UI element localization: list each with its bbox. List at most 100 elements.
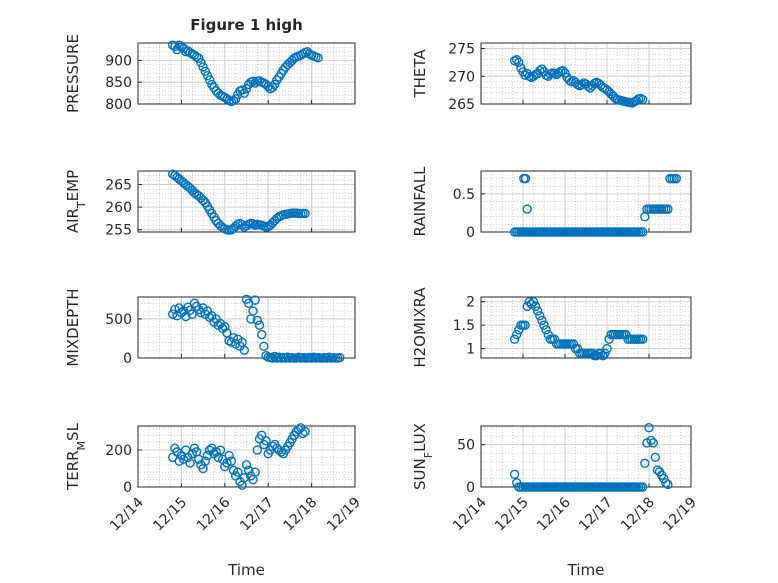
y-axis-label: TERRMSL — [64, 422, 88, 491]
data-point — [638, 482, 648, 492]
y-axis-label: THETA — [411, 49, 429, 99]
data-point — [228, 332, 239, 343]
panel-sun-flux: 0 50 SUNFLUX 12/14 12/15 12/16 12/17 12/18 12/19… — [411, 422, 700, 579]
data-point — [204, 75, 215, 85]
x-tick-label: 12/19 — [660, 495, 700, 535]
y-axis-label: MIXDEPTH — [64, 288, 82, 366]
data-point — [648, 438, 658, 448]
panel-mixdepth: 0 500 MIXDEPTH — [64, 288, 356, 367]
y-tick-label: 0.5 — [453, 187, 475, 203]
data-point — [196, 307, 206, 318]
data-point — [564, 75, 574, 85]
y-tick-label: 200 — [105, 443, 132, 459]
panel-air-temp: 255 260 265 AIRTEMP — [64, 169, 356, 239]
data-point — [228, 465, 239, 476]
data-point — [259, 341, 269, 351]
data-point — [638, 334, 648, 344]
data-point — [596, 348, 606, 359]
x-tick-label: 12/17 — [576, 495, 616, 535]
data-point — [241, 84, 252, 94]
x-tick-label: 12/18 — [618, 495, 658, 535]
panel-terr-msl: 0 200 TERRMSL 12/14 12/15 12/16 12/17 12/18 12/1… — [64, 422, 364, 579]
data-point — [248, 306, 258, 316]
data-point — [263, 81, 273, 92]
y-tick-label: 800 — [105, 97, 132, 113]
data-point — [558, 66, 568, 76]
data-point — [194, 53, 204, 63]
data-point — [233, 467, 243, 477]
y-tick-label: 0 — [123, 480, 132, 496]
axes-frame — [137, 170, 356, 233]
data-point — [520, 173, 531, 184]
data-point — [200, 66, 210, 77]
y-tick-label: 255 — [105, 223, 132, 239]
data-point — [539, 320, 549, 330]
data-point — [276, 447, 286, 457]
data-point — [243, 465, 254, 476]
y-tick-label: 275 — [448, 42, 475, 58]
data-point — [535, 311, 545, 321]
data-point — [230, 94, 241, 104]
data-point — [237, 220, 247, 230]
data-point — [661, 478, 671, 488]
data-point — [638, 94, 648, 105]
y-tick-label: 900 — [105, 53, 132, 69]
y-tick-label: 50 — [457, 438, 475, 454]
data-point — [172, 44, 182, 55]
data-point — [528, 296, 539, 307]
data-point — [509, 469, 520, 479]
data-point — [602, 343, 612, 354]
x-tick-label: 12/16 — [534, 494, 574, 534]
data-point — [174, 456, 184, 466]
data-point — [298, 49, 308, 59]
axes-frame — [480, 42, 692, 105]
data-point — [644, 422, 654, 433]
data-point — [248, 76, 258, 87]
data-point — [252, 315, 263, 326]
y-axis-label: AIRTEMP — [64, 170, 88, 233]
data-point — [560, 68, 570, 78]
data-point — [256, 329, 267, 340]
data-point — [300, 426, 310, 437]
data-point — [270, 351, 280, 362]
data-point — [261, 436, 271, 446]
data-point — [640, 458, 650, 468]
data-point — [533, 306, 543, 316]
panel-pressure: 800 850 900 PRESSURE — [64, 34, 356, 113]
data-point — [514, 57, 524, 68]
data-point — [220, 322, 230, 332]
x-axis-label: Time — [567, 561, 605, 579]
data-point — [202, 450, 213, 461]
y-tick-label: 0 — [466, 480, 475, 496]
data-point — [638, 227, 648, 237]
data-point — [252, 445, 263, 455]
data-point — [250, 467, 260, 477]
data-point — [239, 88, 250, 98]
data-point — [194, 454, 204, 464]
data-point — [335, 352, 345, 363]
data-point — [270, 79, 280, 90]
y-tick-label: 0 — [466, 225, 475, 241]
data-point — [598, 350, 608, 361]
y-tick-label: 260 — [105, 200, 132, 216]
data-point — [512, 329, 522, 340]
data-point — [541, 325, 551, 335]
axes-frame — [137, 425, 356, 488]
y-axis-label: H2OMIXRA — [411, 287, 429, 368]
panel-rainfall: 0 0.5 RAINFALL — [411, 166, 692, 241]
data-point — [535, 66, 545, 76]
data-point — [228, 95, 239, 106]
y-tick-label: 500 — [105, 312, 132, 328]
x-tick-label: 12/15 — [492, 495, 532, 535]
x-tick-label: 12/16 — [194, 494, 234, 534]
data-point — [239, 345, 250, 355]
data-point — [600, 348, 610, 359]
data-point — [520, 320, 530, 330]
data-point — [196, 57, 206, 68]
data-point — [537, 315, 547, 326]
data-point — [300, 208, 310, 219]
data-point — [185, 458, 195, 468]
data-point — [224, 450, 234, 461]
y-tick-label: 265 — [448, 97, 475, 113]
